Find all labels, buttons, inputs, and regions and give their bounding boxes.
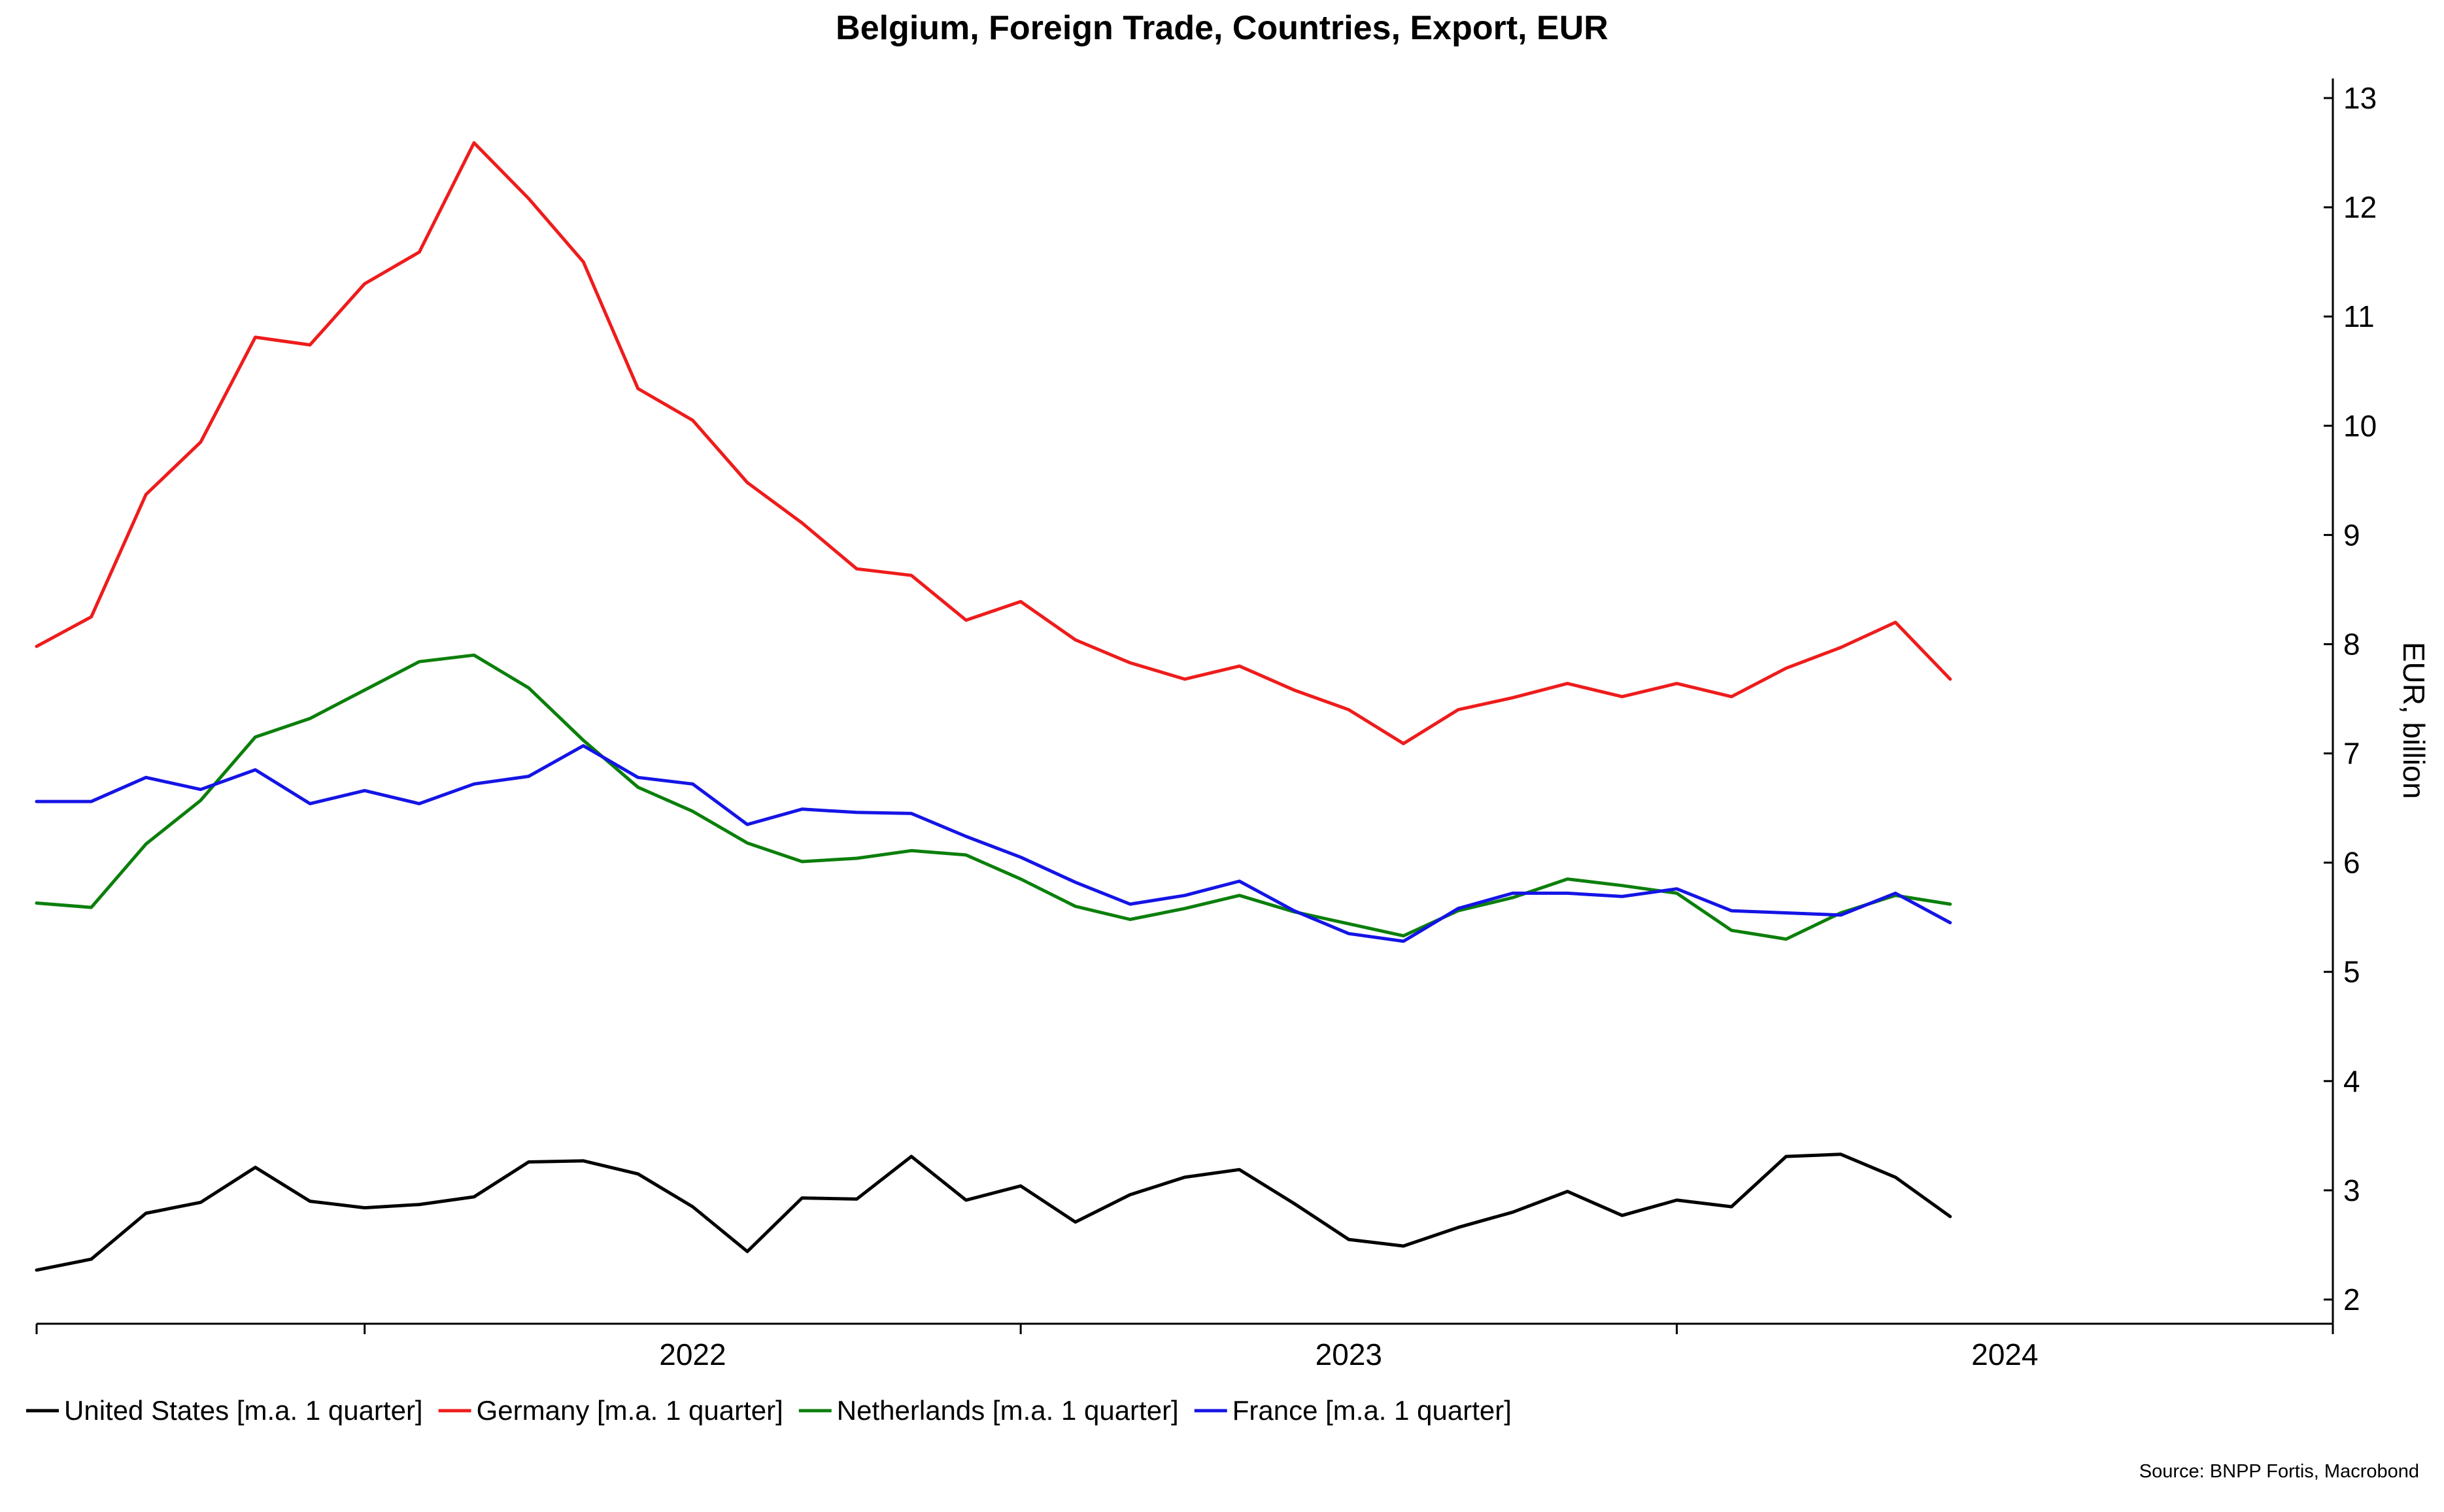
x-tick-label-2022: 2022 — [659, 1337, 726, 1371]
y-tick-label-5: 5 — [2343, 955, 2360, 989]
series-lines — [35, 141, 1952, 1272]
y-tick-label-13: 13 — [2343, 81, 2377, 115]
y-tick-label-10: 10 — [2343, 409, 2377, 443]
series-line-france — [35, 744, 1952, 943]
series-line-united-states — [35, 1152, 1952, 1272]
series-line-netherlands — [35, 653, 1952, 941]
x-axis: 2022 2023 2024 — [35, 1322, 2334, 1371]
series-line-germany — [35, 141, 1952, 745]
source-note: Source: BNPP Fortis, Macrobond — [2139, 1461, 2419, 1482]
chart-title: Belgium, Foreign Trade, Countries, Expor… — [836, 9, 1608, 47]
y-tick-label-9: 9 — [2343, 518, 2360, 552]
x-tick-label-2024: 2024 — [1971, 1337, 2038, 1371]
legend-label-united-states: United States [m.a. 1 quarter] — [64, 1395, 423, 1426]
legend-label-netherlands: Netherlands [m.a. 1 quarter] — [837, 1395, 1179, 1426]
legend: United States [m.a. 1 quarter] Germany [m… — [26, 1395, 1512, 1426]
y-tick-label-11: 11 — [2343, 299, 2375, 333]
y-tick-label-7: 7 — [2343, 737, 2360, 771]
y-tick-label-4: 4 — [2343, 1064, 2360, 1098]
x-tick-label-2023: 2023 — [1315, 1337, 1382, 1371]
y-axis-label: EUR, billion — [2397, 642, 2431, 799]
y-tick-label-12: 12 — [2343, 190, 2377, 224]
y-tick-label-6: 6 — [2343, 846, 2360, 880]
y-tick-label-3: 3 — [2343, 1173, 2360, 1207]
legend-label-france: France [m.a. 1 quarter] — [1232, 1395, 1512, 1426]
y-tick-label-2: 2 — [2343, 1283, 2360, 1317]
y-tick-label-8: 8 — [2343, 627, 2360, 661]
y-axis: 2 3 4 5 6 7 8 9 10 11 12 13 — [2324, 78, 2377, 1324]
legend-label-germany: Germany [m.a. 1 quarter] — [477, 1395, 783, 1426]
